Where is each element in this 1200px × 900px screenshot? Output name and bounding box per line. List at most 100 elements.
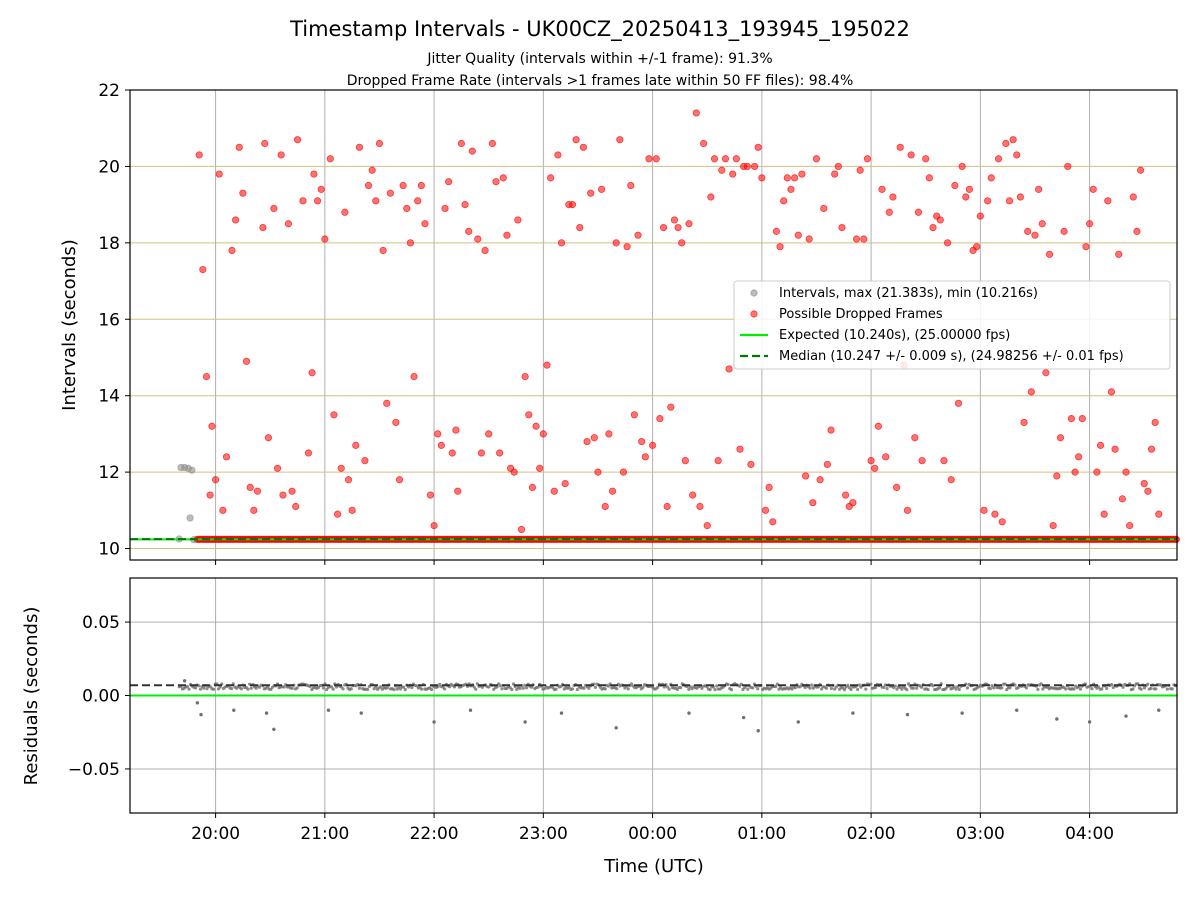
dropped-frame-point bbox=[849, 499, 857, 507]
residual-point bbox=[893, 684, 897, 688]
residual-point bbox=[1165, 687, 1169, 691]
residual-point bbox=[443, 687, 447, 691]
residual-point bbox=[756, 687, 760, 691]
dropped-frame-point bbox=[1020, 418, 1028, 427]
residual-point bbox=[1146, 682, 1150, 686]
residual-point bbox=[1036, 687, 1040, 691]
residual-point bbox=[1024, 686, 1029, 690]
residual-point bbox=[1139, 687, 1143, 691]
x-tick-label: 01:00 bbox=[737, 824, 786, 844]
dropped-frame-point bbox=[465, 227, 473, 235]
dropped-frame-point bbox=[809, 499, 817, 507]
dropped-frame-point bbox=[699, 139, 708, 148]
residual-point bbox=[1072, 687, 1076, 691]
dropped-frame-point bbox=[1082, 243, 1090, 251]
dropped-frame-point bbox=[510, 468, 518, 476]
dropped-frame-point bbox=[801, 472, 810, 480]
residual-point bbox=[529, 685, 534, 689]
dropped-frame-point bbox=[434, 430, 442, 438]
dropped-frame-point bbox=[355, 143, 364, 151]
residual-outlier-point bbox=[1157, 708, 1161, 712]
dropped-frame-point bbox=[532, 422, 540, 430]
dropped-frame-point bbox=[929, 223, 937, 232]
dropped-frame-point bbox=[951, 181, 959, 190]
dropped-frame-point bbox=[514, 216, 522, 224]
residual-point bbox=[1000, 686, 1004, 690]
residual-outlier-point bbox=[796, 720, 800, 724]
residual-outlier-point bbox=[756, 729, 760, 733]
residual-point bbox=[603, 687, 607, 691]
dropped-frame-point bbox=[1009, 136, 1017, 144]
residual-point bbox=[915, 686, 919, 690]
dropped-frame-point bbox=[867, 457, 875, 465]
residual-point bbox=[810, 683, 814, 687]
dropped-frame-point bbox=[816, 476, 824, 484]
residual-point bbox=[824, 686, 829, 690]
dropped-frame-point bbox=[670, 216, 679, 224]
dropped-frame-point bbox=[725, 365, 733, 373]
dropped-frame-point bbox=[1024, 227, 1032, 235]
dropped-frame-point bbox=[273, 464, 282, 472]
dropped-frame-point bbox=[634, 231, 642, 239]
dropped-frame-point bbox=[922, 155, 930, 163]
dropped-frame-point bbox=[277, 151, 285, 159]
residual-point bbox=[729, 688, 734, 692]
dropped-frame-point bbox=[656, 415, 664, 423]
residual-point bbox=[988, 686, 992, 691]
residual-point bbox=[282, 685, 286, 689]
dropped-frame-point bbox=[838, 223, 846, 232]
dropped-frame-point bbox=[206, 491, 214, 499]
dropped-frame-point bbox=[352, 441, 360, 449]
dropped-frame-point bbox=[554, 151, 562, 159]
residual-point bbox=[239, 687, 244, 691]
x-tick-label: 00:00 bbox=[628, 824, 677, 844]
x-tick-label: 23:00 bbox=[519, 824, 568, 844]
dropped-frame-point bbox=[1107, 388, 1116, 396]
dropped-frame-point bbox=[344, 476, 353, 484]
dropped-frame-point bbox=[1155, 510, 1163, 518]
dropped-frame-point bbox=[827, 426, 835, 434]
dropped-frame-point bbox=[392, 418, 400, 427]
residual-point bbox=[774, 684, 778, 689]
x-tick-label: 21:00 bbox=[300, 824, 349, 844]
dropped-frame-point bbox=[536, 464, 544, 472]
dropped-frame-point bbox=[372, 197, 380, 205]
dropped-frame-point bbox=[758, 174, 766, 182]
dropped-frame-point bbox=[557, 239, 566, 247]
dropped-frame-point bbox=[452, 426, 460, 434]
residual-point bbox=[554, 687, 558, 691]
dropped-frame-point bbox=[195, 151, 203, 159]
dropped-frame-point bbox=[403, 204, 411, 213]
legend-marker-dropped bbox=[750, 310, 758, 318]
dropped-frame-point bbox=[547, 174, 555, 182]
dropped-frame-point bbox=[304, 449, 313, 457]
dropped-frame-point bbox=[1049, 522, 1057, 530]
intervals-y-tick-label: 12 bbox=[98, 463, 120, 483]
residual-point bbox=[965, 686, 970, 690]
dropped-frame-point bbox=[474, 235, 482, 243]
dropped-frame-point bbox=[417, 181, 425, 190]
dropped-frame-point bbox=[638, 437, 646, 446]
legend-box bbox=[733, 280, 1171, 370]
dropped-frame-point bbox=[616, 136, 624, 144]
residual-point bbox=[420, 687, 424, 691]
dropped-frame-point bbox=[896, 143, 904, 151]
residual-outlier-point bbox=[326, 708, 331, 712]
x-tick-label: 04:00 bbox=[1065, 824, 1114, 844]
dropped-frame-point bbox=[954, 399, 963, 407]
residual-outlier-point bbox=[1055, 717, 1059, 721]
dropped-frame-point bbox=[333, 510, 342, 518]
intervals-axes-frame bbox=[129, 89, 1178, 561]
dropped-frame-point bbox=[710, 155, 719, 163]
residual-point bbox=[713, 688, 717, 692]
residual-point bbox=[357, 686, 362, 690]
legend: Intervals, max (21.383s), min (10.216s) … bbox=[733, 280, 1171, 370]
residual-outlier-point bbox=[195, 701, 200, 705]
dropped-frame-point bbox=[619, 468, 628, 476]
dropped-frame-point bbox=[496, 449, 504, 457]
dropped-frame-point bbox=[863, 155, 872, 163]
residual-point bbox=[536, 685, 540, 689]
dropped-frame-point bbox=[1045, 250, 1054, 258]
dropped-frame-point bbox=[754, 143, 762, 151]
dropped-frame-point bbox=[1027, 388, 1035, 396]
